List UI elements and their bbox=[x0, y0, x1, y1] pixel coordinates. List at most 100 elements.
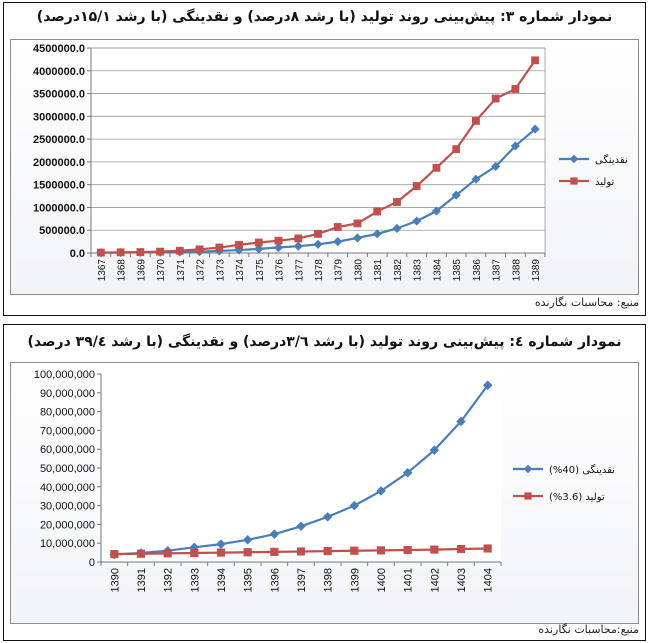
y-tick-label: 60,000,000 bbox=[40, 444, 95, 456]
y-tick-label: 2500000.0 bbox=[33, 134, 85, 146]
y-tick-label: 4000000.0 bbox=[33, 66, 85, 78]
y-tick-label: 4500000.0 bbox=[33, 43, 85, 55]
x-tick-label: 1386 bbox=[472, 259, 483, 282]
chart-panel-2: نمودار شماره ٤: پیش‌بینی روند تولید (با … bbox=[3, 324, 646, 641]
data-point bbox=[175, 246, 184, 255]
data-point bbox=[451, 190, 461, 200]
x-tick-label: 1400 bbox=[376, 568, 388, 592]
x-tick-label: 1394 bbox=[216, 568, 228, 592]
data-point bbox=[270, 547, 279, 556]
y-tick-label: 0.0 bbox=[70, 248, 85, 260]
y-tick-label: 3000000.0 bbox=[33, 111, 85, 123]
data-point bbox=[456, 544, 466, 554]
y-tick-label: 80,000,000 bbox=[40, 407, 95, 419]
data-point bbox=[333, 236, 343, 247]
data-point bbox=[243, 548, 252, 557]
x-tick-label: 1382 bbox=[393, 259, 404, 282]
data-point bbox=[349, 500, 360, 511]
data-point bbox=[373, 207, 382, 216]
data-point bbox=[392, 223, 402, 234]
data-point bbox=[472, 116, 480, 125]
chart-title: نمودار شماره ۳: پیش‌بینی روند تولید (با … bbox=[36, 9, 613, 25]
data-point bbox=[242, 534, 253, 545]
data-point bbox=[471, 174, 481, 184]
x-tick-label: 1403 bbox=[456, 568, 468, 592]
source-note: منبع:محاسبات نگارنده bbox=[538, 623, 639, 636]
y-tick-label: 50,000,000 bbox=[40, 463, 95, 475]
data-point bbox=[274, 236, 283, 245]
legend-marker bbox=[570, 177, 578, 185]
x-tick-label: 1388 bbox=[511, 259, 522, 282]
x-tick-label: 1379 bbox=[334, 259, 345, 282]
y-tick-label: 10,000,000 bbox=[40, 538, 95, 550]
x-tick-label: 1367 bbox=[97, 259, 108, 282]
data-point bbox=[163, 549, 172, 558]
data-point bbox=[322, 512, 333, 522]
x-tick-label: 1399 bbox=[349, 568, 361, 592]
x-tick-label: 1390 bbox=[109, 568, 121, 592]
data-point bbox=[530, 124, 540, 134]
data-point bbox=[482, 380, 493, 391]
x-tick-label: 1398 bbox=[323, 568, 335, 592]
x-tick-label: 1393 bbox=[189, 568, 201, 592]
data-point bbox=[323, 547, 332, 556]
y-tick-label: 70,000,000 bbox=[40, 425, 95, 437]
y-tick-label: 1000000.0 bbox=[33, 202, 85, 214]
x-tick-label: 1392 bbox=[163, 568, 175, 592]
y-tick-label: 20,000,000 bbox=[40, 519, 95, 531]
x-tick-label: 1391 bbox=[136, 568, 148, 592]
x-tick-label: 1368 bbox=[117, 259, 128, 282]
data-point bbox=[429, 445, 440, 455]
x-tick-label: 1395 bbox=[243, 568, 255, 592]
plot-background bbox=[101, 374, 501, 562]
source-note: منبع: محاسبات نگارنده bbox=[534, 296, 639, 309]
data-point bbox=[352, 233, 363, 243]
data-point bbox=[195, 245, 204, 254]
data-point bbox=[96, 248, 105, 257]
data-point bbox=[402, 467, 413, 478]
legend-marker bbox=[523, 464, 533, 474]
x-tick-label: 1397 bbox=[296, 568, 308, 592]
y-tick-label: 40,000,000 bbox=[40, 482, 95, 494]
legend-marker bbox=[569, 154, 579, 164]
data-point bbox=[215, 243, 224, 252]
data-point bbox=[403, 545, 412, 555]
x-tick-label: 1378 bbox=[314, 259, 325, 282]
data-point bbox=[314, 229, 322, 238]
data-point bbox=[136, 549, 146, 558]
data-point bbox=[156, 247, 164, 256]
data-point bbox=[296, 547, 306, 556]
x-tick-label: 1401 bbox=[403, 568, 415, 592]
data-point bbox=[376, 486, 386, 496]
y-tick-label: 3500000.0 bbox=[33, 89, 85, 101]
data-point bbox=[353, 219, 362, 228]
data-point bbox=[136, 248, 145, 256]
y-tick-label: 0 bbox=[89, 557, 95, 569]
y-tick-label: 100,000,000 bbox=[34, 369, 95, 381]
data-point bbox=[531, 56, 540, 65]
data-point bbox=[293, 241, 303, 251]
data-point bbox=[412, 182, 421, 190]
y-tick-label: 2000000.0 bbox=[33, 157, 85, 169]
data-point bbox=[452, 145, 461, 154]
x-tick-label: 1389 bbox=[531, 259, 542, 282]
x-tick-label: 1371 bbox=[176, 259, 187, 282]
x-tick-label: 1385 bbox=[452, 259, 463, 282]
data-point bbox=[510, 141, 521, 151]
x-tick-label: 1374 bbox=[235, 259, 246, 282]
plot-area: 0 10,000,000 20,000,000 30,000,000 40,000,00… bbox=[10, 362, 639, 624]
x-tick-label: 1375 bbox=[255, 259, 266, 282]
data-point bbox=[254, 244, 264, 254]
data-point bbox=[216, 548, 226, 557]
data-point bbox=[511, 85, 520, 93]
x-tick-label: 1380 bbox=[353, 259, 364, 282]
x-tick-label: 1369 bbox=[136, 259, 147, 282]
data-point bbox=[110, 550, 119, 559]
x-tick-label: 1396 bbox=[269, 568, 281, 592]
plot-background bbox=[91, 48, 545, 253]
y-tick-label: 90,000,000 bbox=[40, 388, 95, 400]
data-point bbox=[491, 94, 500, 103]
chart-panel-1: نمودار شماره ۳: پیش‌بینی روند تولید (با … bbox=[3, 2, 646, 316]
data-point bbox=[431, 206, 442, 216]
x-tick-label: 1387 bbox=[492, 259, 503, 282]
